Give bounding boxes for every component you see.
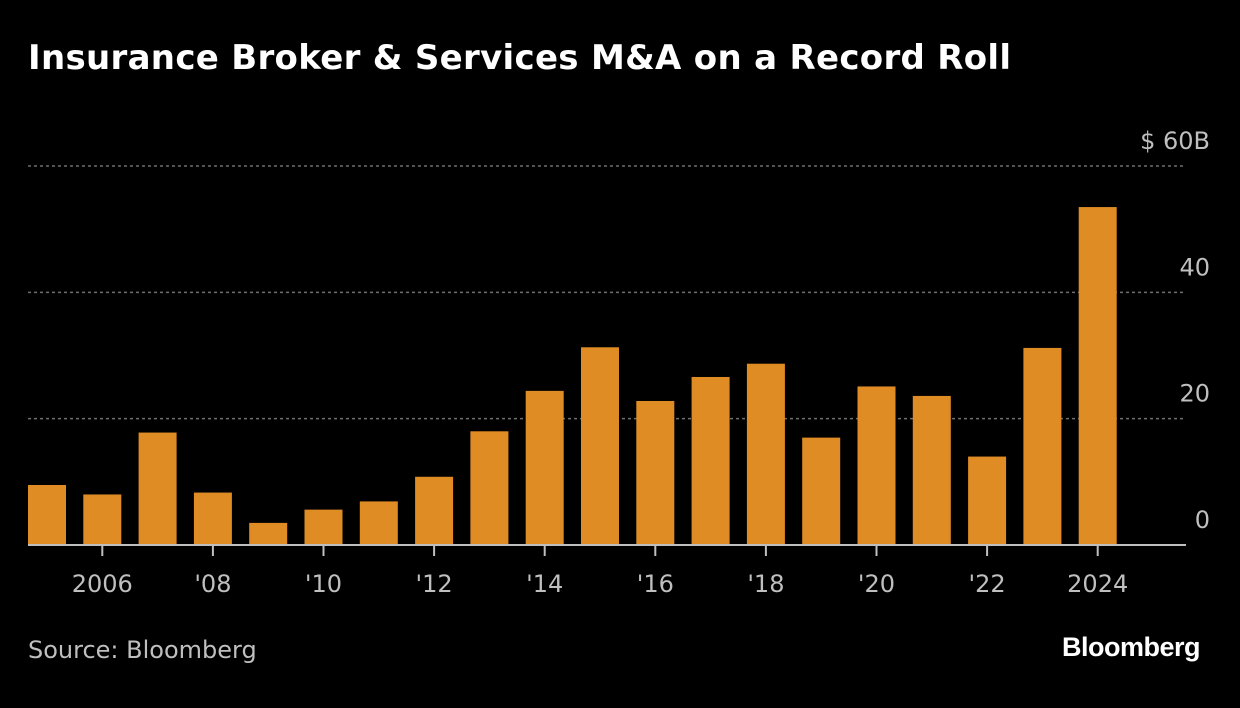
- bars: [28, 207, 1117, 545]
- bar-2015: [581, 347, 619, 545]
- source-note: Source: Bloomberg: [28, 636, 257, 664]
- x-tick-label: '14: [526, 570, 563, 598]
- bar-2022: [968, 456, 1007, 545]
- bar-2006: [83, 494, 122, 545]
- x-tick-label: '08: [194, 570, 231, 598]
- x-tick-label: '20: [858, 570, 895, 598]
- y-tick-label: 20: [1179, 380, 1210, 408]
- bar-2018: [746, 363, 785, 545]
- y-tick-label: $ 60B: [1140, 127, 1210, 155]
- bar-2016: [636, 400, 675, 545]
- x-tick-label: '16: [637, 570, 674, 598]
- bar-chart: 0 20 40 $ 60B 2006 '08 '10 '12 '14 '16 '18 '20 '22 20…: [28, 127, 1210, 598]
- bar-2013: [470, 431, 509, 545]
- bar-2007: [138, 432, 177, 545]
- x-tick-label: 2006: [72, 570, 133, 598]
- y-tick-label: 0: [1195, 506, 1210, 534]
- bar-2014: [525, 390, 564, 545]
- bar-2011: [359, 501, 398, 545]
- x-tick-label: '10: [305, 570, 342, 598]
- bar-2009: [249, 522, 288, 545]
- bar-2017: [691, 376, 730, 545]
- y-tick-label: 40: [1179, 253, 1210, 281]
- chart-title: Insurance Broker & Services M&A on a Rec…: [28, 38, 1012, 78]
- x-tick-label: '18: [747, 570, 784, 598]
- bloomberg-logo: Bloomberg: [1061, 632, 1201, 662]
- bar-2021: [912, 395, 951, 545]
- tick-labels: 0 20 40 $ 60B 2006 '08 '10 '12 '14 '16 '18 '20 '22 20…: [72, 127, 1210, 598]
- bar-2008: [193, 492, 232, 545]
- x-axis: [28, 544, 1186, 556]
- x-tick-label: 2024: [1067, 570, 1128, 598]
- bar-2012: [415, 476, 454, 545]
- bar-2020: [857, 386, 896, 545]
- bar-2023: [1023, 347, 1062, 545]
- bar-2024: [1078, 207, 1117, 545]
- x-tick-label: '12: [416, 570, 453, 598]
- bar-2010: [304, 509, 343, 545]
- bar-2019: [802, 437, 841, 545]
- bar-2005: [28, 484, 66, 545]
- x-tick-label: '22: [969, 570, 1006, 598]
